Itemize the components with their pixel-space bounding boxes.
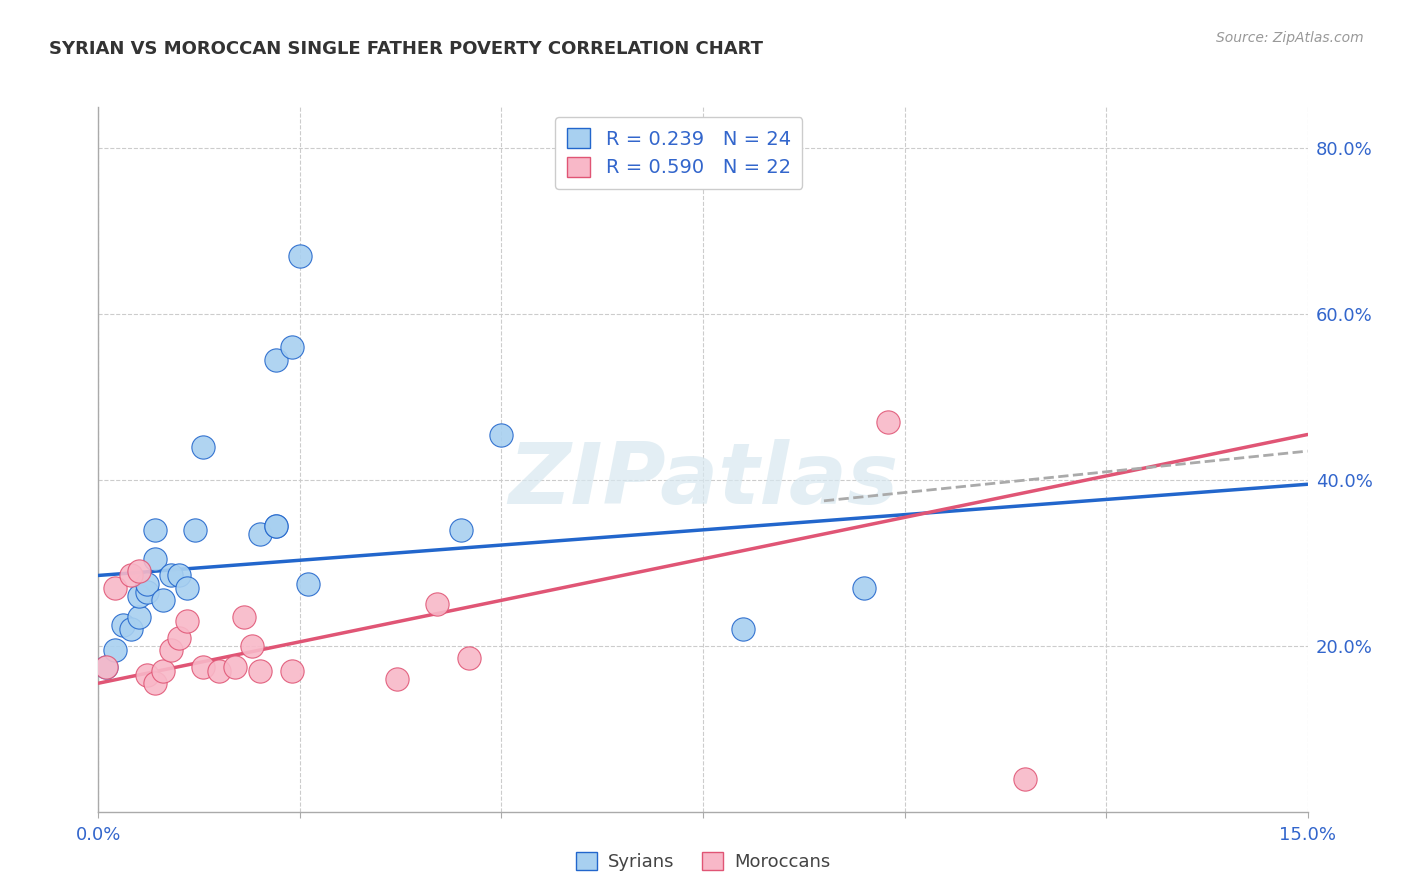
- Text: Source: ZipAtlas.com: Source: ZipAtlas.com: [1216, 31, 1364, 45]
- Point: [128, 589, 150, 603]
- Point: [1014, 772, 1036, 786]
- Point: [96, 659, 118, 673]
- Point: [135, 576, 157, 591]
- Point: [167, 568, 190, 582]
- Point: [96, 659, 118, 673]
- Point: [264, 518, 287, 533]
- Point: [249, 664, 271, 678]
- Point: [853, 581, 876, 595]
- Point: [193, 440, 215, 454]
- Point: [426, 598, 449, 612]
- Legend: Syrians, Moroccans: Syrians, Moroccans: [567, 843, 839, 880]
- Point: [120, 568, 142, 582]
- Point: [491, 427, 513, 442]
- Point: [160, 568, 183, 582]
- Point: [297, 576, 319, 591]
- Point: [120, 623, 142, 637]
- Point: [128, 610, 150, 624]
- Point: [288, 249, 311, 263]
- Point: [240, 639, 263, 653]
- Point: [103, 581, 125, 595]
- Point: [135, 668, 157, 682]
- Point: [152, 664, 174, 678]
- Point: [208, 664, 231, 678]
- Point: [135, 585, 157, 599]
- Point: [103, 643, 125, 657]
- Point: [193, 659, 215, 673]
- Y-axis label: Single Father Poverty: Single Father Poverty: [0, 371, 8, 548]
- Point: [160, 643, 183, 657]
- Point: [458, 651, 481, 665]
- Point: [249, 527, 271, 541]
- Point: [281, 341, 304, 355]
- Point: [184, 523, 207, 537]
- Point: [281, 664, 304, 678]
- Point: [224, 659, 246, 673]
- Text: SYRIAN VS MOROCCAN SINGLE FATHER POVERTY CORRELATION CHART: SYRIAN VS MOROCCAN SINGLE FATHER POVERTY…: [49, 40, 763, 58]
- Point: [385, 672, 408, 686]
- Point: [232, 610, 254, 624]
- Point: [877, 415, 900, 429]
- Point: [143, 523, 166, 537]
- Point: [128, 564, 150, 578]
- Point: [111, 618, 134, 632]
- Point: [450, 523, 472, 537]
- Point: [733, 623, 755, 637]
- Point: [176, 614, 198, 628]
- Text: ZIPatlas: ZIPatlas: [508, 439, 898, 522]
- Point: [264, 352, 287, 367]
- Point: [152, 593, 174, 607]
- Point: [264, 518, 287, 533]
- Point: [143, 676, 166, 690]
- Point: [176, 581, 198, 595]
- Point: [143, 552, 166, 566]
- Point: [167, 631, 190, 645]
